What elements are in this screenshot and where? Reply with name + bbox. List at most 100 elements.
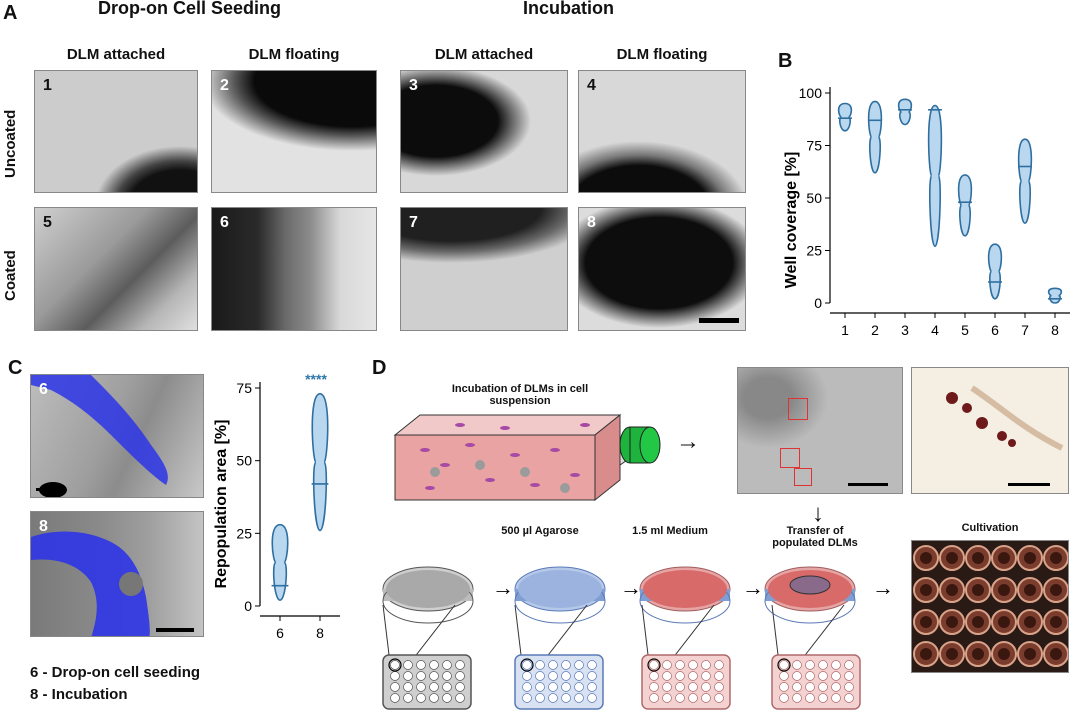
panel-b-label: B xyxy=(778,50,793,72)
y-axis-label: Repopulation area [%] xyxy=(213,420,230,589)
panel-c-label: C xyxy=(8,357,23,379)
dish-medium xyxy=(639,566,731,624)
violin-5 xyxy=(957,174,973,237)
dapi-stain-overlay xyxy=(31,375,168,497)
y-tick-label: 0 xyxy=(244,598,252,614)
violin-8 xyxy=(311,393,329,532)
micrograph-4: 4 xyxy=(578,70,746,193)
violin-6 xyxy=(987,243,1003,300)
panel-c-legend: 6 - Drop-on cell seeding 8 - Incubation xyxy=(30,662,200,706)
well-coverage-chart: Well coverage [%] 0 25 50 75 100 1 2 3 4 5 6 7 8 xyxy=(783,85,1070,338)
legend-item: 6 - Drop-on cell seeding xyxy=(30,664,201,681)
highlight-box xyxy=(788,398,808,420)
fluorescence-image-8: 8 xyxy=(30,511,204,637)
dish-agarose xyxy=(514,566,606,624)
step-label-agarose: 500 µl Agarose xyxy=(501,525,579,537)
well-plate-4 xyxy=(771,654,861,710)
arrow-down-icon: ↓ xyxy=(812,500,824,527)
scale-bar xyxy=(699,318,739,323)
culture-flask xyxy=(393,413,661,502)
image-number: 6 xyxy=(39,381,48,398)
header-incubation: Incubation xyxy=(523,0,614,18)
y-axis-label: Well coverage [%] xyxy=(783,152,800,289)
x-tick-label: 5 xyxy=(961,322,969,338)
significance-marker: **** xyxy=(305,371,327,387)
repopulation-chart: Repopulation area [%] **** 0 25 50 75 6 8 xyxy=(213,371,340,641)
stained-cells xyxy=(946,385,1064,451)
y-tick-label: 25 xyxy=(806,243,822,259)
col-title-1: DLM attached xyxy=(66,46,166,63)
x-tick-label: 6 xyxy=(991,322,999,338)
step-label-transfer: Transfer of populated DLMs xyxy=(772,525,858,549)
micrograph-8: 8 xyxy=(578,207,746,331)
x-tick-label: 8 xyxy=(316,625,324,641)
scale-bar xyxy=(848,483,888,486)
cultivation-plate-photo xyxy=(911,540,1069,673)
row-label-coated: Coated xyxy=(2,250,19,301)
image-number: 5 xyxy=(43,214,52,231)
well-plate-wells xyxy=(913,545,1068,667)
step-label-medium: 1.5 ml Medium xyxy=(632,525,708,537)
scale-bar xyxy=(36,488,66,491)
panel-d-label: D xyxy=(372,357,387,379)
highlight-box xyxy=(794,468,812,486)
arrow-icon: → xyxy=(676,428,700,455)
col-title-2: DLM floating xyxy=(248,46,340,63)
y-tick-label: 50 xyxy=(806,190,822,206)
image-number: 1 xyxy=(43,77,52,94)
violin-8 xyxy=(1047,287,1063,304)
flask-caption: Incubation of DLMs in cell suspension xyxy=(451,383,589,407)
y-tick-label: 75 xyxy=(236,380,252,396)
x-tick-label: 1 xyxy=(841,322,849,338)
highlight-box xyxy=(780,448,800,468)
well-plate-2 xyxy=(514,654,604,710)
micrograph-1: 1 xyxy=(34,70,198,193)
arrow-icon: → xyxy=(492,575,514,600)
micrograph-populated-dlm xyxy=(737,367,903,494)
scale-bar xyxy=(1008,483,1050,486)
image-number: 7 xyxy=(409,214,418,231)
x-tick-label: 4 xyxy=(931,322,939,338)
arrow-icon: → xyxy=(620,575,642,600)
micrograph-7: 7 xyxy=(400,207,568,331)
image-number: 6 xyxy=(220,214,229,231)
legend-item: 8 - Incubation xyxy=(30,686,128,703)
fluorescence-image-6: 6 xyxy=(30,374,204,498)
violin-4 xyxy=(927,104,943,248)
violin-7 xyxy=(1017,138,1033,225)
dish-populated xyxy=(764,566,856,624)
y-tick-label: 75 xyxy=(806,138,822,154)
image-number: 4 xyxy=(587,77,596,94)
x-tick-label: 2 xyxy=(871,322,879,338)
arrow-icon: → xyxy=(872,575,894,600)
image-number: 2 xyxy=(220,77,229,94)
y-tick-label: 0 xyxy=(814,295,822,311)
x-tick-label: 8 xyxy=(1051,322,1059,338)
workflow-dishes: → → → → xyxy=(382,566,894,710)
col-title-3: DLM attached xyxy=(434,46,534,63)
x-tick-label: 6 xyxy=(276,625,284,641)
violin-1 xyxy=(837,102,853,132)
well-plate-1 xyxy=(382,654,472,710)
dapi-stain-overlay xyxy=(31,531,150,636)
image-number: 8 xyxy=(39,518,48,535)
violin-2 xyxy=(867,100,883,174)
well-plate-3 xyxy=(641,654,731,710)
y-tick-label: 100 xyxy=(799,85,823,101)
col-title-4: DLM floating xyxy=(616,46,708,63)
micrograph-2: 2 xyxy=(211,70,377,193)
image-number: 3 xyxy=(409,77,418,94)
cultivation-label: Cultivation xyxy=(961,522,1019,534)
scale-bar xyxy=(156,628,194,632)
x-tick-label: 3 xyxy=(901,322,909,338)
x-tick-label: 7 xyxy=(1021,322,1029,338)
micrograph-3: 3 xyxy=(400,70,568,193)
violin-3 xyxy=(897,98,913,126)
row-label-uncoated: Uncoated xyxy=(2,109,19,178)
micrograph-6: 6 xyxy=(211,207,377,331)
violin-6 xyxy=(271,523,289,601)
panel-a-label: A xyxy=(3,2,18,24)
stained-micrograph xyxy=(911,367,1069,494)
y-tick-label: 25 xyxy=(236,525,252,541)
dish-empty xyxy=(382,566,474,624)
